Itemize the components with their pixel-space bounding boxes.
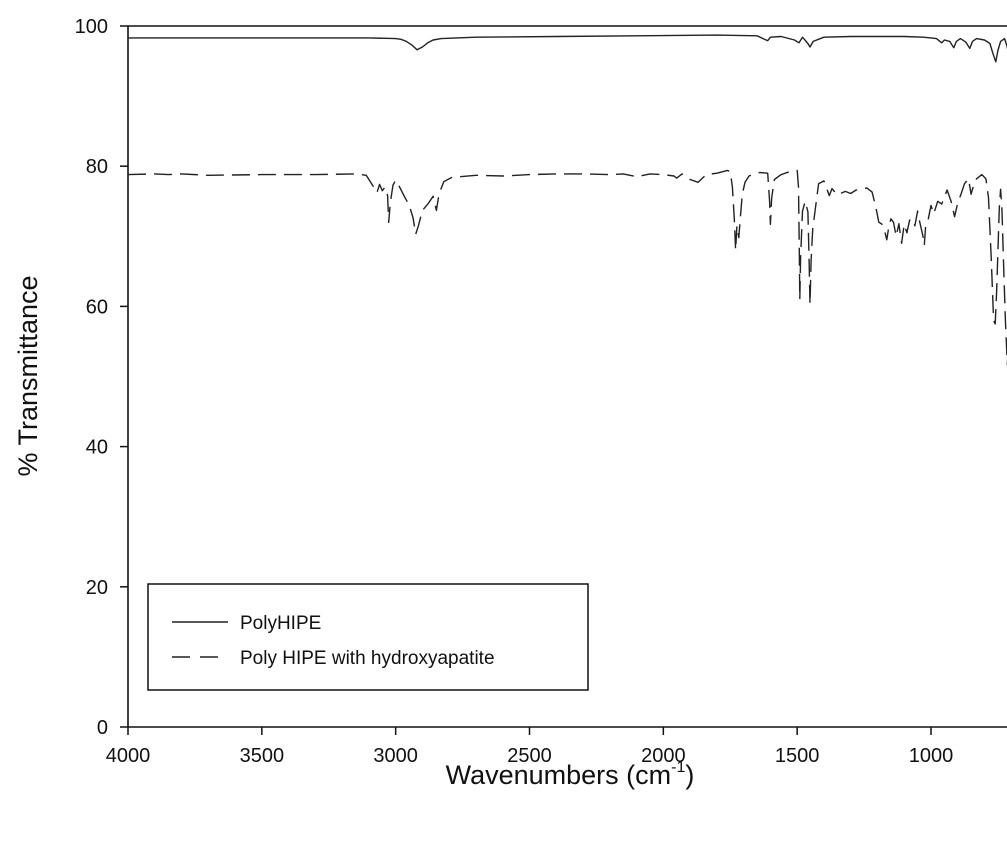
x-tick-label: 2500 xyxy=(507,745,552,767)
x-axis-title-suffix: ) xyxy=(685,760,694,790)
x-axis-title-superscript: -1 xyxy=(671,759,685,776)
x-axis-title: Wavenumbers (cm-1) xyxy=(446,759,695,790)
legend: PolyHIPE Poly HIPE with hydroxyapatite xyxy=(147,583,589,691)
series-line-hydroxyapatite xyxy=(127,169,1007,366)
y-tick-label: 20 xyxy=(86,577,108,599)
legend-label-hydroxyapatite: Poly HIPE with hydroxyapatite xyxy=(240,648,495,669)
x-tick-label: 1000 xyxy=(909,745,954,767)
x-tick-label: 4000 xyxy=(106,745,151,767)
y-tick-label: 40 xyxy=(86,437,108,459)
x-tick-label: 3500 xyxy=(240,745,285,767)
series-line-polyhipe xyxy=(128,34,1007,63)
x-tick-label: 2000 xyxy=(641,745,686,767)
x-tick-label: 3000 xyxy=(373,745,418,767)
y-axis-title: % Transmittance xyxy=(13,275,43,476)
y-ticks: 0 20 40 60 80 100 xyxy=(75,16,128,739)
legend-label-polyhipe: PolyHIPE xyxy=(240,613,321,634)
y-tick-label: 60 xyxy=(86,296,108,318)
series-layer xyxy=(127,34,1007,366)
y-tick-label: 100 xyxy=(75,16,108,38)
x-axis-title-main: Wavenumbers (cm xyxy=(446,760,672,790)
x-ticks: 4000 3500 3000 2500 2000 1500 1000 xyxy=(106,727,954,767)
plot-area xyxy=(127,25,1007,728)
y-tick-label: 0 xyxy=(97,717,108,739)
y-tick-label: 80 xyxy=(86,156,108,178)
x-tick-label: 1500 xyxy=(775,745,820,767)
legend-box xyxy=(147,583,589,691)
